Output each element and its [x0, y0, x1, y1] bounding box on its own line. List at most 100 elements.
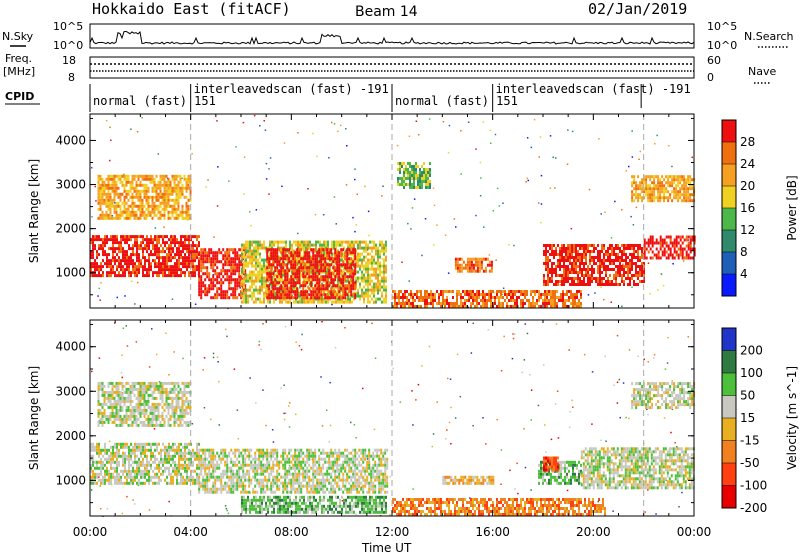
power-cell	[516, 290, 518, 293]
power-cell	[238, 278, 241, 282]
power-cell	[349, 246, 351, 250]
power-cell	[153, 201, 156, 205]
power-cell	[187, 180, 190, 184]
power-cell	[482, 269, 485, 273]
power-cell	[321, 246, 323, 250]
power-cell	[276, 257, 279, 261]
power-cell	[296, 254, 299, 258]
power-cell	[569, 262, 571, 265]
power-cell	[110, 265, 112, 269]
power-cell	[251, 282, 253, 286]
power-cell	[196, 235, 198, 239]
power-cell	[320, 260, 323, 264]
power-cell	[292, 281, 295, 285]
power-cell	[661, 244, 664, 248]
power-cell	[350, 266, 353, 270]
power-cell	[430, 290, 432, 293]
power-cell	[581, 283, 583, 286]
power-cell	[311, 270, 313, 274]
power-cell	[175, 177, 178, 181]
power-cell	[649, 187, 652, 191]
power-cell	[411, 177, 413, 180]
power-cell	[243, 300, 245, 304]
power-cell	[330, 251, 333, 255]
power-cell	[283, 279, 285, 283]
power-cell	[401, 162, 403, 165]
power-cell	[496, 293, 498, 296]
power-cell	[153, 186, 156, 190]
power-cell	[102, 247, 104, 251]
power-cell	[208, 284, 211, 288]
power-cell	[379, 267, 381, 271]
power-cell	[425, 186, 427, 189]
power-cell	[647, 238, 650, 242]
power-cell	[130, 274, 132, 278]
power-cell	[114, 262, 116, 266]
power-cell	[611, 250, 613, 253]
power-cell	[339, 285, 341, 289]
power-cell	[474, 299, 476, 302]
power-cell	[119, 180, 122, 184]
power-cell	[111, 189, 114, 193]
power-cell	[619, 262, 621, 265]
power-cell	[294, 263, 297, 267]
power-cell	[274, 281, 277, 285]
power-speck	[328, 157, 330, 159]
power-cell	[369, 276, 371, 280]
power-cell	[367, 291, 369, 295]
power-cell	[173, 189, 176, 193]
power-cell	[333, 264, 335, 268]
power-cell	[357, 270, 359, 274]
power-cell	[408, 293, 410, 296]
power-cell	[468, 293, 470, 296]
power-cell	[651, 241, 654, 245]
power-cell	[172, 274, 174, 278]
power-cell	[183, 174, 186, 178]
power-cell	[677, 193, 680, 197]
power-cell	[570, 290, 572, 293]
power-cell	[105, 177, 108, 181]
power-cell	[478, 260, 481, 264]
power-cell	[320, 287, 323, 291]
power-cell	[263, 258, 265, 262]
power-cell	[322, 248, 325, 252]
power-cell	[232, 287, 235, 291]
power-cell	[359, 243, 361, 247]
power-cell	[232, 272, 235, 276]
power-cell	[593, 259, 595, 262]
power-cell	[94, 235, 96, 239]
power-cell	[346, 287, 349, 291]
power-cell	[292, 290, 295, 294]
power-cell	[270, 278, 273, 282]
power-cell	[280, 284, 283, 288]
power-cell	[163, 207, 166, 211]
power-cell	[179, 174, 182, 178]
power-cell	[290, 254, 293, 258]
power-cell	[139, 180, 142, 184]
power-cell	[107, 213, 110, 217]
power-cell	[230, 293, 233, 297]
power-cell	[226, 296, 229, 300]
power-cell	[288, 281, 291, 285]
power-cell	[550, 299, 552, 302]
power-cell	[342, 263, 345, 267]
power-cell	[424, 293, 426, 296]
power-cell	[498, 290, 500, 293]
power-cell	[426, 296, 428, 299]
power-cell	[659, 184, 662, 188]
velocity-speck	[663, 417, 666, 419]
velocity-speck	[121, 392, 124, 394]
velocity-speck	[258, 340, 261, 343]
power-cell	[456, 296, 458, 299]
power-cell	[120, 250, 122, 254]
power-cell	[103, 189, 106, 193]
power-cell	[348, 263, 351, 267]
power-cell	[241, 288, 243, 292]
power-cell	[631, 175, 634, 179]
power-cell	[124, 238, 126, 242]
power-cell	[218, 272, 221, 276]
power-cell	[232, 260, 235, 264]
power-cell	[116, 265, 118, 269]
power-cell	[204, 284, 207, 288]
power-cell	[635, 181, 638, 185]
